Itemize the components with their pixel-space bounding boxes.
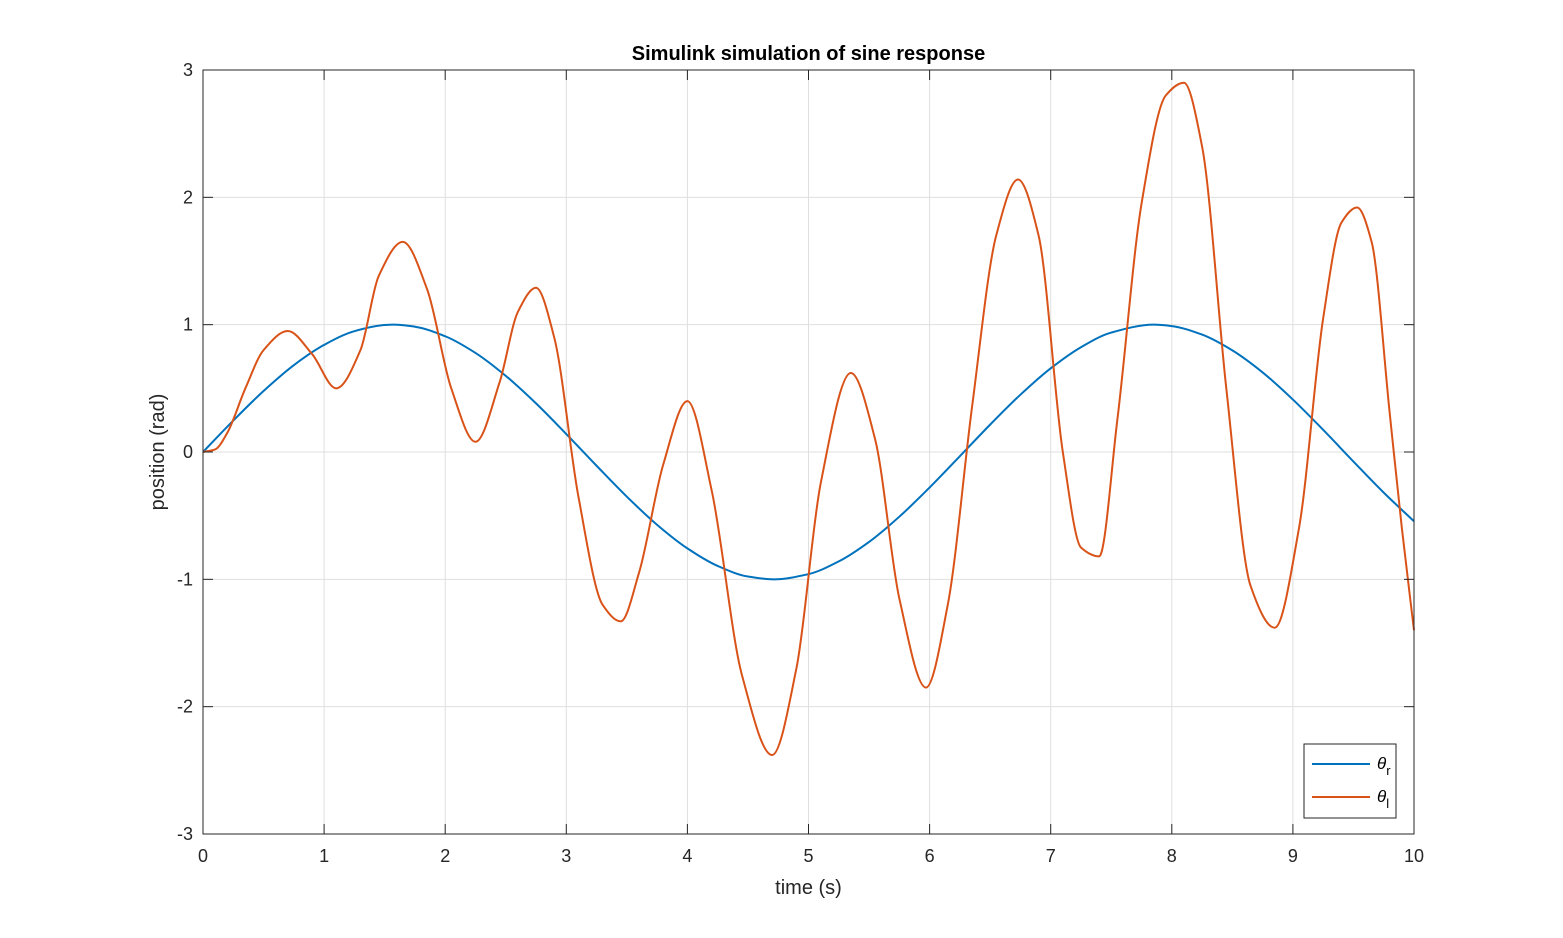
x-tick-label: 7 (1046, 846, 1056, 866)
y-tick-label: -3 (177, 824, 193, 844)
y-tick-label: 0 (183, 442, 193, 462)
x-tick-label: 5 (803, 846, 813, 866)
axis-ticks: 0 1 2 3 4 5 6 7 8 9 10 -3 -2 -1 0 1 2 3 (177, 60, 1424, 866)
x-tick-label: 2 (440, 846, 450, 866)
x-tick-label: 8 (1167, 846, 1177, 866)
x-tick-label: 10 (1404, 846, 1424, 866)
series-line-theta-r (202, 323, 1415, 581)
legend-label-theta-r: θr (1377, 754, 1391, 778)
y-tick-label: 2 (183, 187, 193, 207)
legend: θr θl (1303, 743, 1397, 819)
series-lines (202, 81, 1415, 757)
legend-box (1303, 743, 1397, 819)
x-tick-label: 0 (198, 846, 208, 866)
legend-label-theta-l: θl (1377, 787, 1389, 811)
y-tick-label: -2 (177, 697, 193, 717)
x-tick-label: 1 (319, 846, 329, 866)
x-tick-label: 3 (561, 846, 571, 866)
x-tick-label: 4 (682, 846, 692, 866)
series-line-theta-l (202, 81, 1415, 757)
x-axis-label: time (s) (775, 877, 842, 899)
y-axis-label: position (rad) (147, 394, 169, 511)
chart-title: Simulink simulation of sine response (632, 43, 985, 65)
x-tick-label: 9 (1288, 846, 1298, 866)
y-tick-label: -1 (177, 569, 193, 589)
y-tick-label: 1 (183, 315, 193, 335)
y-tick-label: 3 (183, 60, 193, 80)
x-tick-label: 6 (925, 846, 935, 866)
